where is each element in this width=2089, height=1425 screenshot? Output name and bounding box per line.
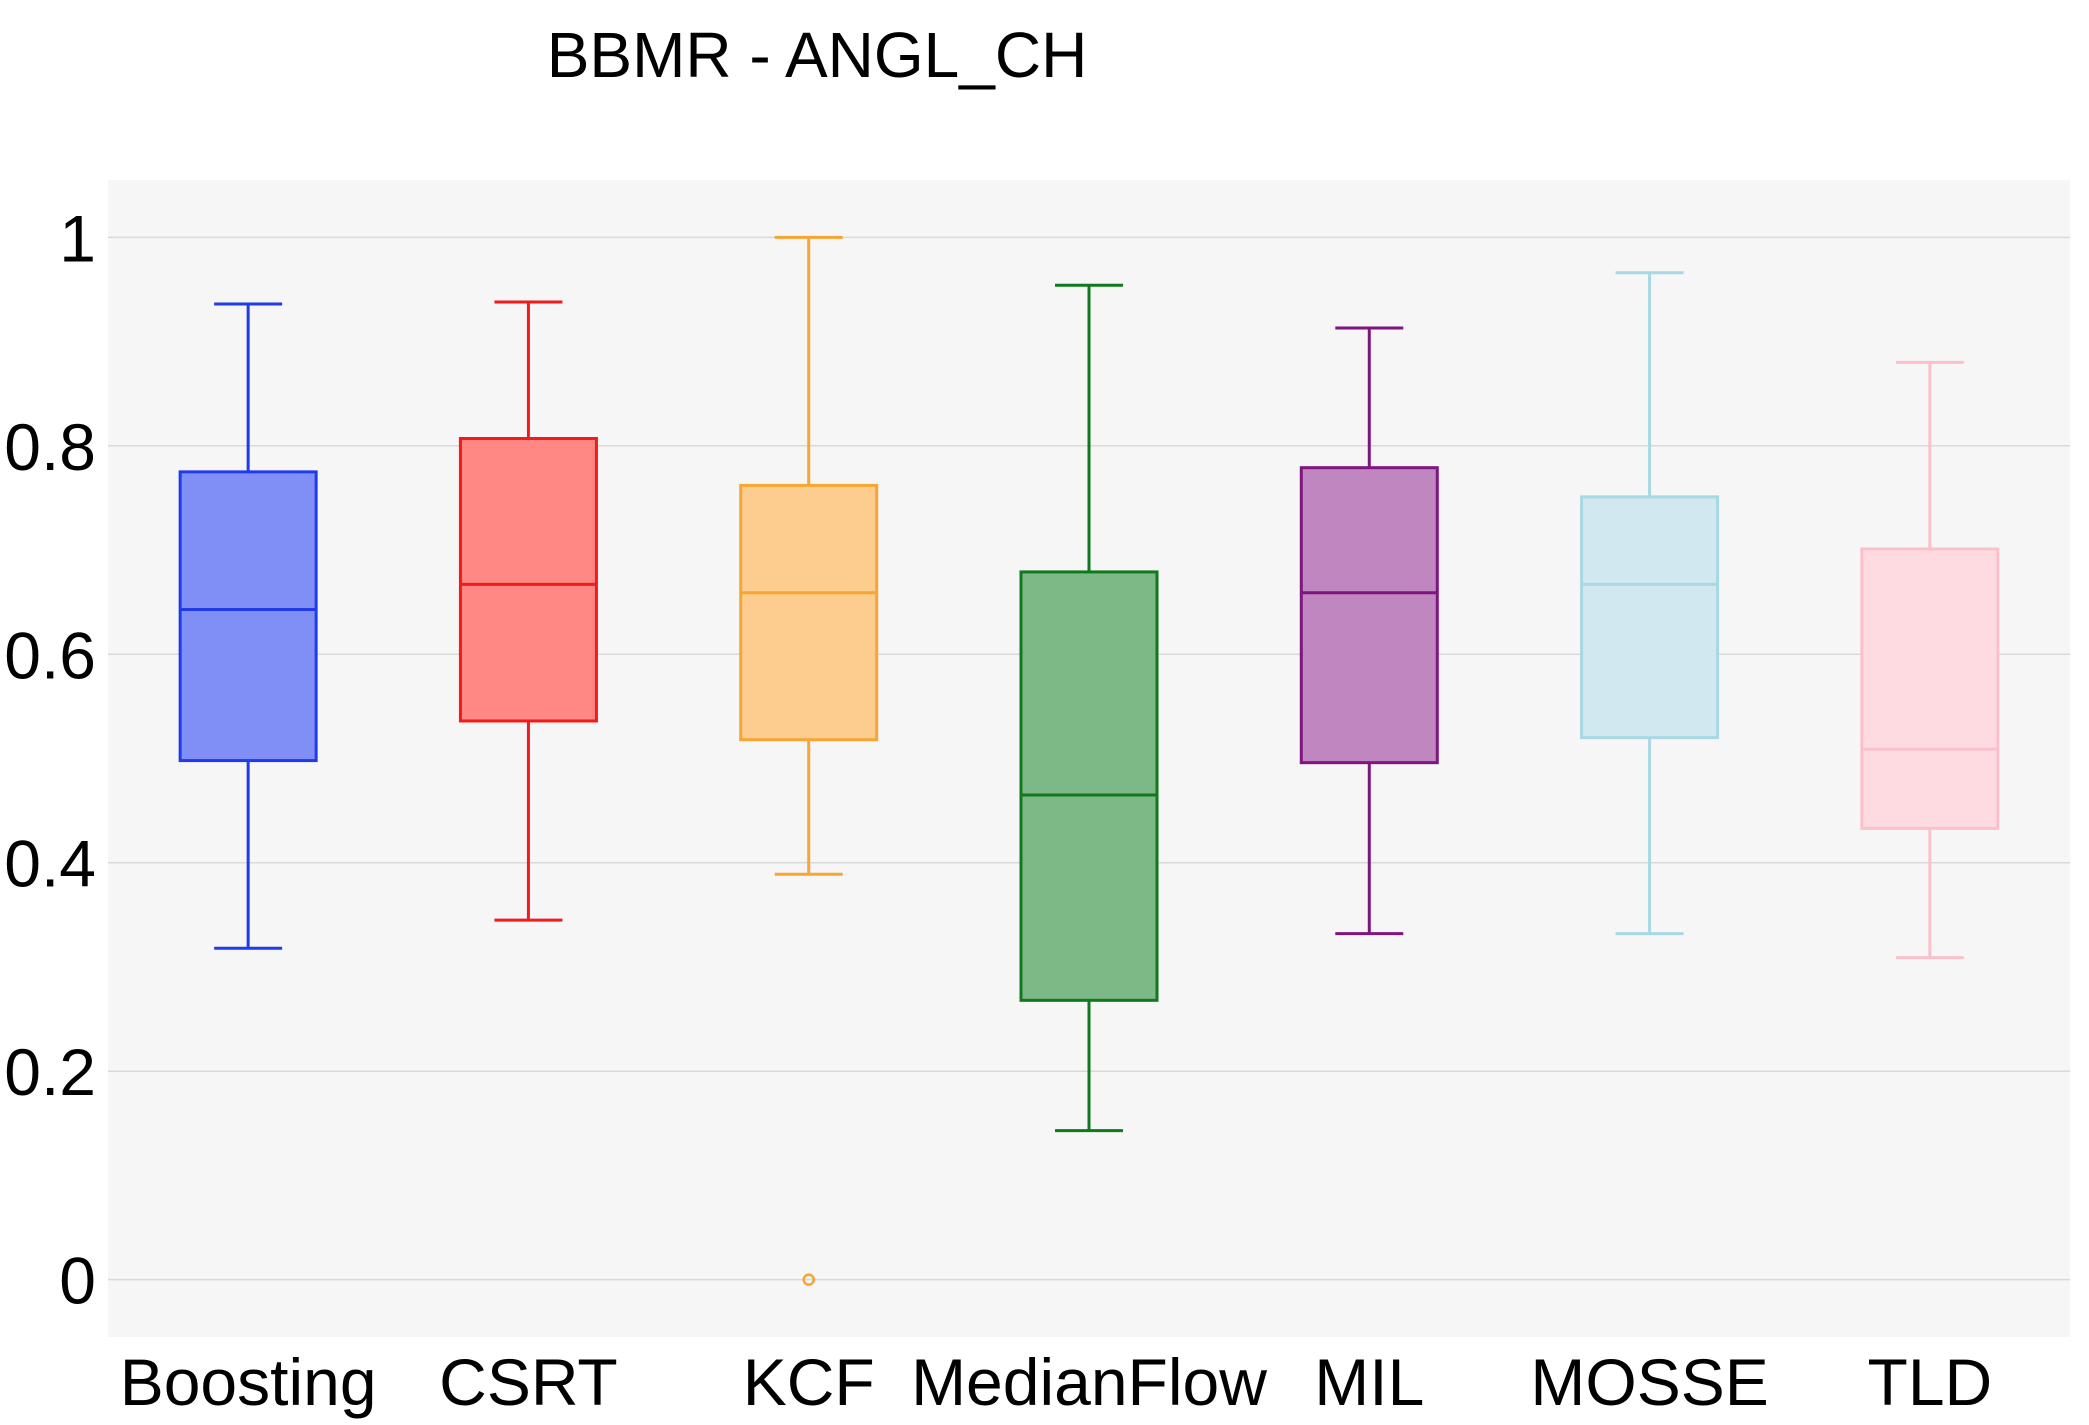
iqr-box — [1019, 570, 1159, 1002]
box-boosting — [178, 302, 318, 950]
x-category-label: MedianFlow — [911, 1345, 1267, 1419]
box-csrt — [458, 300, 598, 922]
box-medianflow — [1019, 283, 1159, 1133]
x-category-label: Boosting — [120, 1345, 377, 1419]
x-category-label: CSRT — [439, 1345, 617, 1419]
x-category-label: MIL — [1314, 1345, 1424, 1419]
x-category-label: MOSSE — [1530, 1345, 1768, 1419]
y-axis-ticks: 0 0.2 0.4 0.6 0.8 1 — [4, 201, 96, 1317]
y-tick-label: 0 — [59, 1244, 96, 1318]
iqr-box — [1580, 495, 1720, 740]
y-tick-label: 0.2 — [4, 1035, 96, 1109]
iqr-box — [1299, 466, 1439, 765]
iqr-box — [178, 470, 318, 763]
y-tick-label: 0.8 — [4, 410, 96, 484]
box-kcf — [739, 235, 879, 1286]
x-category-label: TLD — [1868, 1345, 1993, 1419]
box-mosse — [1580, 271, 1720, 936]
outlier-point — [802, 1273, 815, 1286]
y-tick-label: 0.6 — [4, 618, 96, 692]
y-tick-label: 0.4 — [4, 827, 96, 901]
boxes — [178, 235, 2000, 1286]
y-tick-label: 1 — [59, 201, 96, 275]
x-axis-categories: Boosting CSRT KCF MedianFlow MIL MOSSE TLD — [120, 1345, 1992, 1419]
x-category-label: KCF — [743, 1345, 875, 1419]
box-tld — [1860, 360, 2000, 960]
chart-title: BBMR - ANGL_CH — [547, 19, 1088, 91]
iqr-box — [739, 483, 879, 742]
iqr-box — [1860, 547, 2000, 830]
box-mil — [1299, 326, 1439, 936]
iqr-box — [458, 437, 598, 723]
